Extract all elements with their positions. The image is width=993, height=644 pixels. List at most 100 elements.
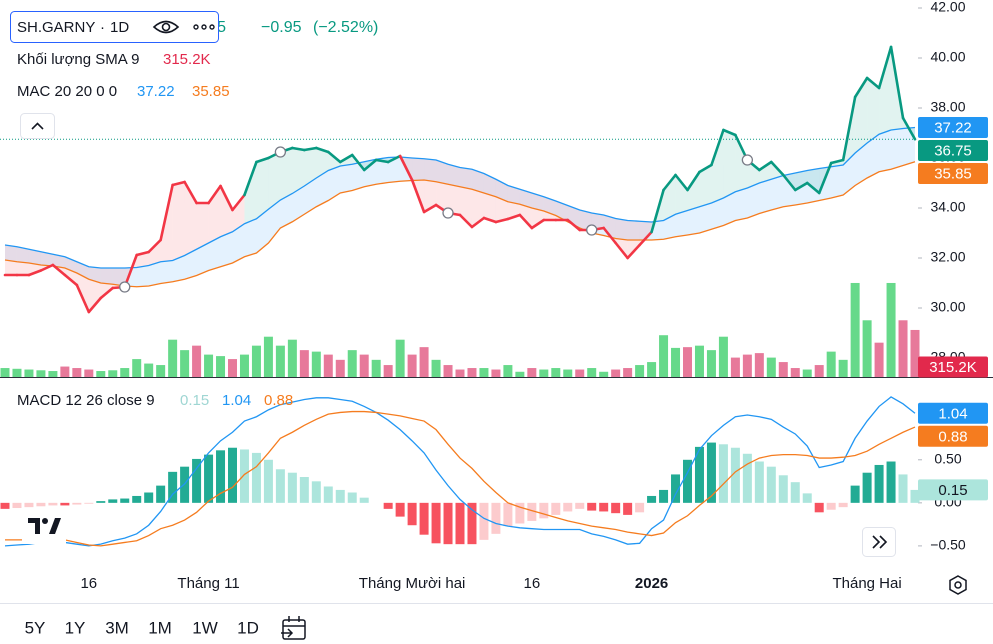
tv-logo[interactable] [22, 510, 66, 544]
volume-bar [826, 351, 836, 377]
histogram-bar [599, 502, 609, 512]
eye-pupil[interactable] [161, 22, 171, 32]
logo-shape[interactable] [28, 518, 61, 534]
interval[interactable]: 1D [110, 19, 129, 36]
dot[interactable] [209, 24, 215, 30]
calendar-frame[interactable] [282, 619, 306, 640]
price-segment [626, 243, 641, 260]
ma-band-fill [783, 173, 796, 207]
histogram-bar [706, 442, 716, 503]
price-ma-fill [555, 201, 568, 220]
volume-bar [96, 371, 106, 377]
x-tick-label: Tháng 11 [177, 575, 239, 592]
volume-bar [192, 345, 202, 377]
gear-center[interactable] [954, 581, 962, 589]
range-button[interactable]: 1D [237, 618, 259, 637]
volume-bar [263, 336, 273, 377]
cross-marker [119, 281, 131, 293]
range-button[interactable]: 1M [148, 618, 172, 637]
volume-bar [287, 339, 297, 377]
ma-band-fill [831, 165, 844, 198]
eye-outline[interactable] [152, 20, 180, 34]
price-segment [243, 160, 258, 197]
y-tick-label: 32.00 [930, 249, 965, 265]
calendar-button[interactable] [281, 616, 306, 640]
collapse-button[interactable] [20, 113, 55, 139]
ma-band-fill [759, 179, 772, 214]
range-button[interactable]: 1W [192, 618, 218, 637]
ma-band-fill [160, 260, 173, 284]
price-segment [183, 180, 198, 205]
logo-bg[interactable] [22, 510, 66, 544]
price-segment [39, 263, 55, 272]
range-button[interactable]: 1Y [65, 618, 86, 637]
eye-icon[interactable] [152, 20, 180, 34]
ma-band-fill [483, 173, 496, 197]
ma-band-fill [112, 268, 125, 286]
histogram-bar [551, 502, 561, 515]
signal-line [5, 410, 916, 547]
symbol-box[interactable]: SH.GARNY · 1D [10, 11, 219, 43]
price-ma-fill [603, 215, 616, 243]
histogram-bar [575, 502, 585, 509]
volume-bar [347, 350, 357, 377]
volume-bar [204, 354, 214, 377]
ma-band-fill [507, 185, 520, 205]
dot[interactable] [193, 24, 199, 30]
chevron-up[interactable] [31, 122, 44, 130]
ma-band-fill [879, 130, 892, 172]
ma-band-fill [687, 206, 700, 235]
price-ma-fill [639, 221, 652, 245]
volume-bar [72, 368, 82, 377]
logo-dot[interactable] [42, 518, 48, 524]
ma-band-fill [519, 189, 532, 208]
double-chevron[interactable] [872, 535, 888, 549]
price-ma-fill [531, 193, 544, 228]
histogram-bar [168, 471, 178, 503]
ma-band-fill [40, 251, 53, 266]
ma-band-fill [543, 196, 556, 216]
gear-outline[interactable] [949, 575, 967, 595]
price-segment [303, 146, 318, 152]
collapse-frame[interactable] [20, 113, 55, 139]
ma-legend-value: 37.22 [137, 83, 175, 100]
price-ma-fill [627, 220, 640, 258]
more-icon[interactable] [193, 24, 215, 30]
histogram-bar [335, 489, 345, 503]
y-tick-label: 40.00 [930, 49, 965, 65]
price-segment [889, 45, 905, 120]
price-segment [722, 128, 737, 137]
volume-bar [742, 354, 752, 377]
price-segment [506, 213, 522, 221]
dot[interactable] [201, 24, 207, 30]
volume-bar [251, 345, 261, 377]
price-segment [614, 241, 629, 260]
ma-band-fill [376, 157, 389, 185]
price-segment [51, 263, 67, 277]
price-segment [207, 184, 222, 205]
ma-band-fill [448, 164, 460, 187]
volume-bar [898, 320, 908, 377]
range-button[interactable]: 5Y [25, 618, 46, 637]
symbol-box-frame[interactable] [10, 11, 219, 43]
price-segment [422, 203, 438, 214]
volume-bar [323, 354, 333, 377]
calendar-lines[interactable] [281, 616, 305, 638]
price-segment [674, 173, 689, 192]
volume-bar [0, 368, 10, 377]
histogram-bar [108, 499, 118, 503]
symbol[interactable]: SH.GARNY [17, 19, 95, 36]
price-segment [255, 156, 270, 164]
histogram-bar [826, 502, 836, 510]
macd-hist-value: 0.15 [180, 392, 209, 409]
price-ma-fill [795, 170, 808, 190]
volume-bar [503, 365, 513, 377]
range-button[interactable]: 3M [105, 618, 129, 637]
price-segment [338, 153, 354, 164]
settings-button[interactable] [949, 575, 967, 595]
ma-band-fill [747, 183, 760, 218]
scroll-button[interactable] [862, 527, 896, 557]
price-badge-label: 0.88 [938, 428, 967, 445]
histogram-bar [467, 502, 477, 545]
volume-bar [730, 357, 740, 377]
